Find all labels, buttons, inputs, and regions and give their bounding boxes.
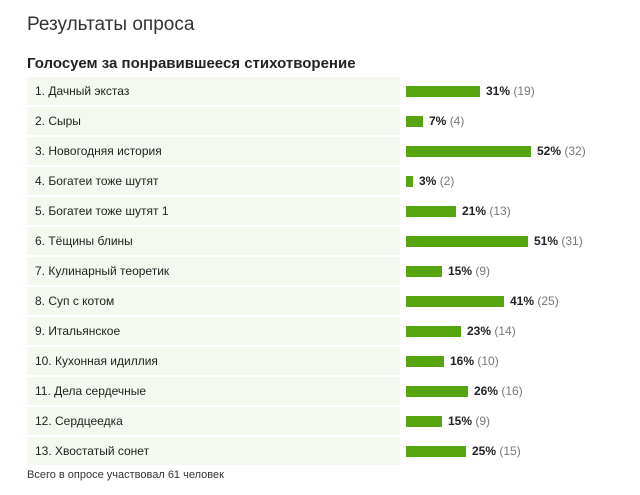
result-vote-count: (13) (489, 204, 511, 218)
poll-question: Голосуем за понравившееся стихотворение (27, 55, 356, 72)
poll-option[interactable]: 9. Итальянское (27, 317, 400, 345)
result-vote-count: (2) (439, 174, 455, 188)
poll-option-label: 9. Итальянское (35, 324, 121, 338)
result-bar (406, 446, 466, 457)
result-percent: 52% (537, 144, 562, 158)
poll-option-row: 1. Дачный экстаз 31% (19) (27, 76, 627, 106)
result-bar (406, 326, 461, 337)
result-bar (406, 356, 444, 367)
result-bar (406, 116, 423, 127)
poll-option-label: 11. Дела сердечные (35, 384, 147, 398)
result-value: 3% (2) (419, 174, 454, 188)
poll-option[interactable]: 10. Кухонная идиллия (27, 347, 400, 375)
poll-option[interactable]: 5. Богатеи тоже шутят 1 (27, 197, 400, 225)
poll-option-label: 5. Богатеи тоже шутят 1 (35, 204, 169, 218)
result-bar (406, 86, 480, 97)
result-bar (406, 206, 456, 217)
result-bar (406, 236, 528, 247)
result-percent: 51% (534, 234, 559, 248)
result-vote-count: (10) (477, 354, 499, 368)
result-bar (406, 416, 442, 427)
result-value: 52% (32) (537, 144, 586, 158)
result-value: 51% (31) (534, 234, 583, 248)
result-vote-count: (19) (513, 84, 535, 98)
result-percent: 15% (448, 264, 473, 278)
poll-option[interactable]: 1. Дачный экстаз (27, 77, 400, 105)
result-vote-count: (9) (475, 264, 491, 278)
poll-option-row: 2. Сыры 7% (4) (27, 106, 627, 136)
poll-option[interactable]: 13. Хвостатый сонет (27, 437, 400, 465)
poll-option-label: 2. Сыры (35, 114, 81, 128)
poll-option[interactable]: 11. Дела сердечные (27, 377, 400, 405)
result-value: 23% (14) (467, 324, 516, 338)
poll-option-row: 11. Дела сердечные 26% (16) (27, 376, 627, 406)
poll-option-label: 3. Новогодняя история (35, 144, 162, 158)
poll-option-label: 8. Суп с котом (35, 294, 115, 308)
result-bar (406, 176, 413, 187)
result-vote-count: (31) (561, 234, 583, 248)
poll-option[interactable]: 3. Новогодняя история (27, 137, 400, 165)
poll-option-label: 7. Кулинарный теоретик (35, 264, 170, 278)
result-percent: 25% (472, 444, 497, 458)
poll-option-row: 4. Богатеи тоже шутят 3% (2) (27, 166, 627, 196)
result-percent: 16% (450, 354, 475, 368)
poll-option-row: 9. Итальянское 23% (14) (27, 316, 627, 346)
poll-option[interactable]: 12. Сердцеедка (27, 407, 400, 435)
poll-option-row: 12. Сердцеедка 15% (9) (27, 406, 627, 436)
result-value: 26% (16) (474, 384, 523, 398)
poll-options-list: 1. Дачный экстаз 31% (19) 2. Сыры 7% (4) 3. … (27, 76, 627, 466)
result-value: 15% (9) (448, 264, 490, 278)
poll-option-row: 6. Тёщины блины 51% (31) (27, 226, 627, 256)
result-percent: 41% (510, 294, 535, 308)
poll-option[interactable]: 6. Тёщины блины (27, 227, 400, 255)
result-bar (406, 386, 468, 397)
poll-option-label: 13. Хвостатый сонет (35, 444, 150, 458)
result-vote-count: (25) (537, 294, 559, 308)
result-percent: 3% (419, 174, 437, 188)
result-bar (406, 266, 442, 277)
result-value: 21% (13) (462, 204, 511, 218)
result-vote-count: (14) (494, 324, 516, 338)
poll-option-row: 3. Новогодняя история 52% (32) (27, 136, 627, 166)
result-value: 31% (19) (486, 84, 535, 98)
poll-option-row: 8. Суп с котом 41% (25) (27, 286, 627, 316)
result-vote-count: (32) (564, 144, 586, 158)
result-percent: 31% (486, 84, 511, 98)
result-value: 15% (9) (448, 414, 490, 428)
result-percent: 21% (462, 204, 487, 218)
poll-option[interactable]: 7. Кулинарный теоретик (27, 257, 400, 285)
result-bar (406, 296, 504, 307)
result-bar (406, 146, 531, 157)
poll-option-label: 10. Кухонная идиллия (35, 354, 158, 368)
result-value: 41% (25) (510, 294, 559, 308)
poll-option-label: 4. Богатеи тоже шутят (35, 174, 159, 188)
result-vote-count: (15) (499, 444, 521, 458)
poll-option[interactable]: 2. Сыры (27, 107, 400, 135)
result-vote-count: (9) (475, 414, 491, 428)
result-value: 7% (4) (429, 114, 464, 128)
poll-option-label: 1. Дачный экстаз (35, 84, 130, 98)
result-value: 25% (15) (472, 444, 521, 458)
result-value: 16% (10) (450, 354, 499, 368)
result-vote-count: (16) (501, 384, 523, 398)
result-percent: 15% (448, 414, 473, 428)
poll-option-row: 7. Кулинарный теоретик 15% (9) (27, 256, 627, 286)
result-percent: 7% (429, 114, 447, 128)
poll-option[interactable]: 8. Суп с котом (27, 287, 400, 315)
poll-option-label: 12. Сердцеедка (35, 414, 123, 428)
poll-option[interactable]: 4. Богатеи тоже шутят (27, 167, 400, 195)
result-vote-count: (4) (449, 114, 465, 128)
poll-option-row: 13. Хвостатый сонет 25% (15) (27, 436, 627, 466)
poll-option-row: 10. Кухонная идиллия 16% (10) (27, 346, 627, 376)
poll-option-label: 6. Тёщины блины (35, 234, 133, 248)
result-percent: 23% (467, 324, 492, 338)
poll-total-voters: Всего в опросе участвовал 61 человек (27, 469, 224, 481)
poll-option-row: 5. Богатеи тоже шутят 1 21% (13) (27, 196, 627, 226)
result-percent: 26% (474, 384, 499, 398)
page-title: Результаты опроса (27, 14, 195, 35)
